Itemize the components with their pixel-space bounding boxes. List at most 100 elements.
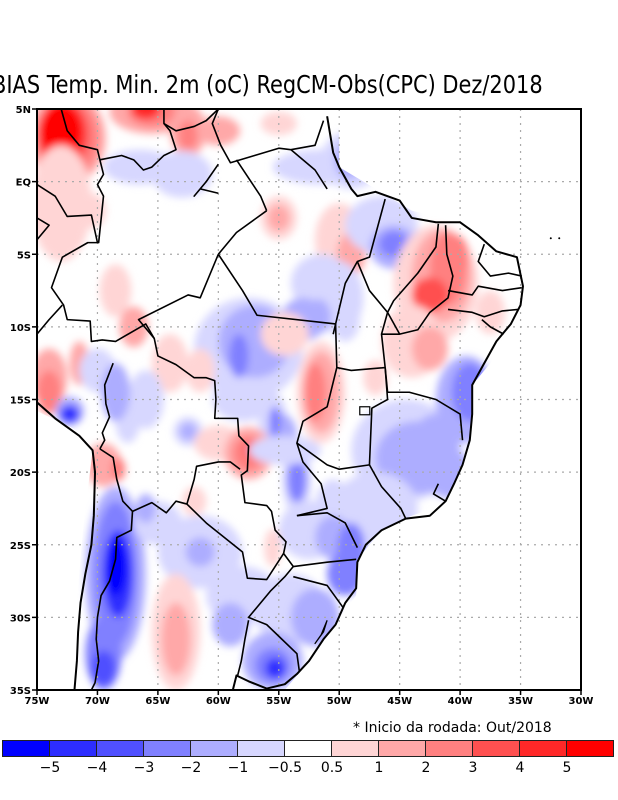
island-dot <box>549 237 552 240</box>
bias-blob <box>363 360 388 396</box>
lon-tick-label: 30W <box>569 696 594 707</box>
map-title: BIAS Temp. Min. 2m (oC) RegCM-Obs(CPC) D… <box>0 70 543 99</box>
bias-blob <box>76 193 106 229</box>
colorbar-swatch <box>331 740 379 757</box>
lat-tick-label: 15S <box>10 396 31 407</box>
lat-tick-label: EQ <box>16 178 31 189</box>
bias-blob <box>260 312 310 356</box>
lat-tick-label: 30S <box>10 613 31 624</box>
island-dot <box>558 237 561 240</box>
bias-blob <box>290 588 340 647</box>
bias-blob <box>39 109 83 162</box>
lat-tick-label: 5N <box>16 105 31 116</box>
bias-blob <box>265 658 285 679</box>
lon-tick-label: 50W <box>327 696 352 707</box>
state-border-pernambuco <box>447 308 519 318</box>
state-border-roraima <box>193 163 219 197</box>
lat-tick-label: 5S <box>17 250 31 261</box>
border-brazil-west <box>50 159 301 672</box>
colorbar-swatch <box>237 740 285 757</box>
border-peru-bolivia <box>99 362 114 450</box>
bias-blob <box>151 151 213 198</box>
lagoa-dos-patos <box>314 620 328 645</box>
state-border-amazonas-rondonia <box>137 253 220 340</box>
colorbar-label: 1 <box>374 760 384 776</box>
colorbar-label: −2 <box>180 760 202 776</box>
state-border-piaui-ceara <box>381 225 454 335</box>
bias-blob <box>182 486 207 516</box>
bias-blob <box>161 602 191 676</box>
colorbar-label: 5 <box>562 760 572 776</box>
distrito-federal-outline <box>359 406 371 416</box>
state-border-sp-minas <box>368 464 407 519</box>
political-borders <box>37 109 561 690</box>
border-paraguay-argentina <box>186 503 285 581</box>
colorbar-swatch <box>190 740 238 757</box>
state-border-goias-east <box>368 367 389 465</box>
state-border-parana-sc <box>293 558 357 568</box>
border-peru-inner <box>37 304 63 335</box>
colorbar-label: −5 <box>39 760 61 776</box>
lat-tick-label: 10S <box>10 323 31 334</box>
state-border-rn-ceara <box>477 243 522 277</box>
bias-blob <box>330 297 360 342</box>
colorbar-swatch <box>472 740 520 757</box>
bias-blob <box>119 306 149 348</box>
bias-blob <box>267 204 290 232</box>
bias-blob <box>179 422 197 441</box>
state-border-maranhao-piaui <box>386 223 440 335</box>
bias-blob <box>185 537 215 567</box>
state-border-amazonas-para-mt <box>217 253 338 368</box>
border-brazil-guianas <box>211 109 325 164</box>
colorbar-swatch <box>284 740 332 757</box>
lon-tick-label: 55W <box>266 696 291 707</box>
bias-blob <box>229 334 249 378</box>
state-border-paraiba <box>447 285 522 296</box>
bias-blob <box>178 120 198 150</box>
colorbar-label: −0.5 <box>268 760 302 776</box>
state-border-parana-sp <box>296 511 359 549</box>
colorbar-label: 4 <box>515 760 525 776</box>
border-uruguay-argentina <box>236 620 250 676</box>
bias-blob <box>411 277 449 313</box>
bias-blob <box>304 363 326 422</box>
lon-tick-label: 60W <box>206 696 231 707</box>
lat-tick-label: 20S <box>10 468 31 479</box>
bias-blob <box>59 405 80 423</box>
state-border-ms-sp <box>296 442 328 517</box>
bias-blob <box>37 370 62 415</box>
border-ecuador <box>37 217 50 241</box>
lon-tick-label: 45W <box>387 696 412 707</box>
colorbar-label: 3 <box>468 760 478 776</box>
coastline-pacific <box>37 401 97 690</box>
lat-tick-label: 25S <box>10 541 31 552</box>
bias-blob <box>110 457 126 481</box>
bias-blob <box>264 528 282 567</box>
bias-blob <box>212 377 273 422</box>
border-chile-argentina <box>90 511 134 690</box>
bias-blob <box>151 334 189 393</box>
colorbar-swatch <box>143 740 191 757</box>
border-colombia-peru <box>37 183 99 243</box>
state-border-amazonas-para-south <box>217 210 268 255</box>
colorbar-swatch <box>425 740 473 757</box>
border-bolivia-paraguay <box>186 461 241 505</box>
bias-blob <box>379 231 409 258</box>
colorbar <box>2 740 614 757</box>
lon-tick-label: 40W <box>448 696 473 707</box>
state-border-es-rj <box>432 483 447 502</box>
bias-blob <box>287 456 307 503</box>
lon-tick-label: 65W <box>145 696 170 707</box>
state-border-para-amazonas <box>235 159 268 211</box>
bias-blob <box>411 326 449 371</box>
bias-blob <box>136 493 156 523</box>
colorbar-swatch <box>2 740 50 757</box>
border-bolivia-argentina <box>132 500 188 514</box>
bias-blob <box>475 290 505 335</box>
bias-blob <box>248 435 322 465</box>
colorbar-swatch <box>566 740 614 757</box>
bias-blob <box>37 145 92 262</box>
colorbar-swatch <box>519 740 567 757</box>
border-bolivia-chile <box>99 448 134 512</box>
coastline-atlantic <box>231 116 524 690</box>
